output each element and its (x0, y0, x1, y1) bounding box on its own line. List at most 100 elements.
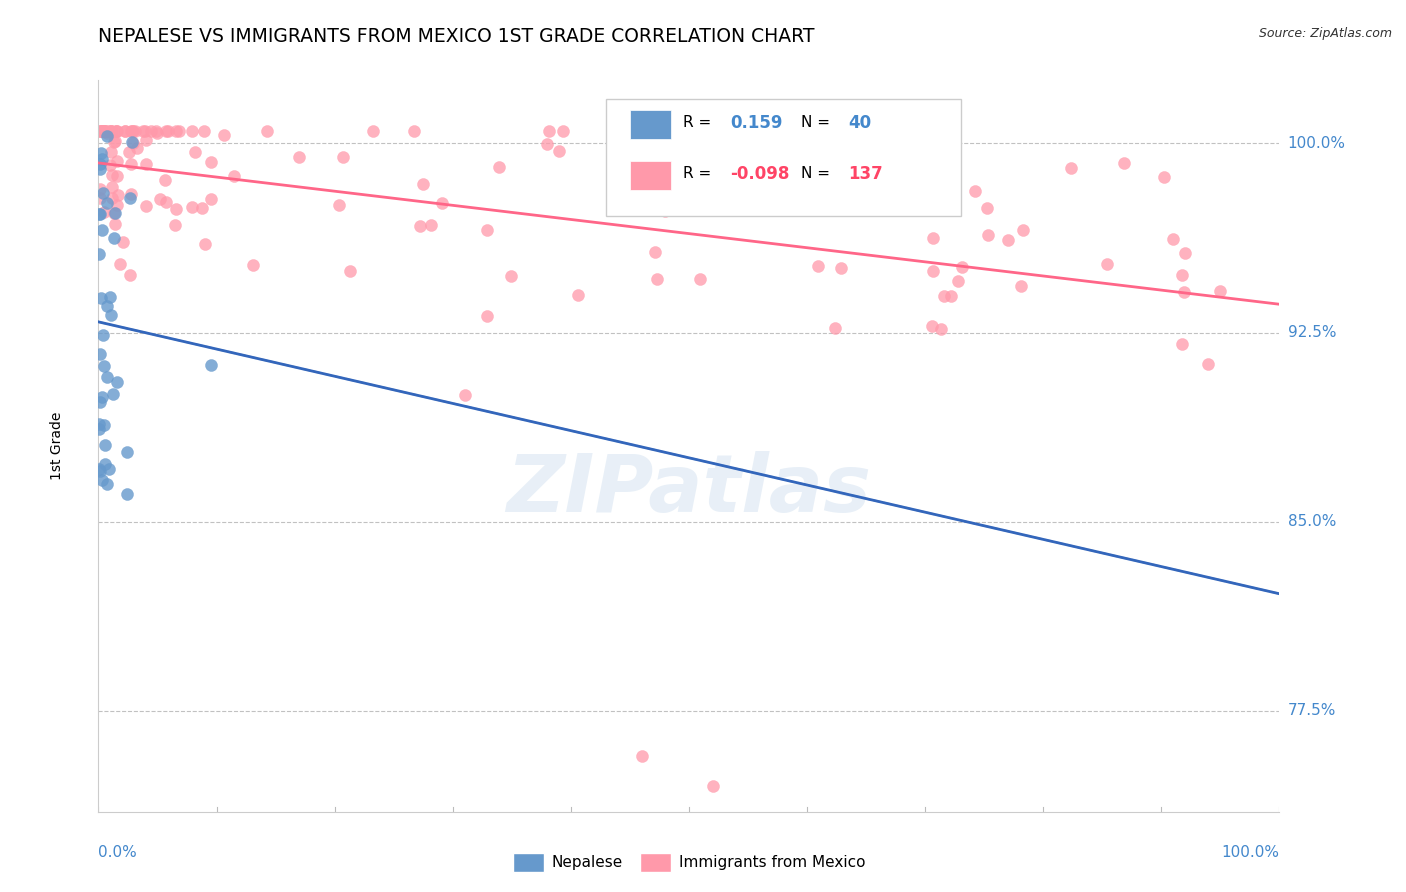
Text: N =: N = (801, 115, 835, 130)
Point (181, 200, 204, 214)
Point (114, 124, 136, 138)
Point (488, 160, 510, 174)
Point (702, 780, 724, 794)
Text: 0.159: 0.159 (730, 113, 783, 132)
Point (135, 133, 157, 147)
Text: 0.0%: 0.0% (98, 845, 138, 860)
Point (114, 124, 136, 138)
Point (404, 124, 426, 138)
Point (112, 235, 135, 249)
Point (997, 234, 1019, 248)
Point (212, 128, 235, 142)
Point (96, 299, 118, 313)
Point (124, 124, 146, 138)
Point (153, 173, 176, 187)
Point (157, 124, 180, 138)
Point (87, 417, 110, 431)
Point (193, 124, 215, 138)
Point (94, 438, 117, 452)
Point (93, 359, 115, 373)
Point (807, 259, 830, 273)
Text: ZIPatlas: ZIPatlas (506, 450, 872, 529)
Point (87, 462, 110, 476)
Point (97, 124, 120, 138)
Point (222, 169, 245, 183)
Point (654, 204, 676, 219)
Point (120, 124, 142, 138)
Text: R =: R = (683, 167, 716, 181)
Text: -0.098: -0.098 (730, 165, 790, 183)
Point (180, 124, 202, 138)
Point (165, 124, 187, 138)
Text: 40: 40 (848, 113, 872, 132)
Point (430, 196, 453, 211)
Point (630, 749, 652, 764)
Point (1161, 232, 1184, 246)
Point (1060, 161, 1083, 175)
Text: 100.0%: 100.0% (1222, 845, 1279, 860)
Point (89, 207, 111, 221)
Point (96, 127, 118, 141)
Point (499, 268, 522, 283)
Point (921, 230, 943, 244)
Point (105, 124, 128, 138)
Point (90, 153, 112, 167)
Point (89, 394, 111, 409)
Point (644, 245, 666, 260)
Point (103, 206, 125, 220)
Point (122, 136, 145, 150)
Text: N =: N = (801, 167, 835, 181)
Point (256, 124, 278, 138)
Point (93, 124, 115, 138)
Point (101, 168, 124, 182)
Point (1095, 257, 1118, 271)
Point (1171, 337, 1194, 351)
Point (146, 127, 169, 141)
Point (90, 390, 112, 404)
Point (848, 143, 870, 157)
Point (536, 136, 558, 151)
Point (89, 162, 111, 177)
Point (89, 124, 111, 138)
Point (882, 124, 904, 138)
Point (645, 272, 668, 286)
Point (1171, 268, 1194, 282)
Point (135, 198, 157, 212)
Point (134, 124, 156, 138)
Point (165, 219, 187, 233)
Point (897, 202, 920, 217)
Point (107, 124, 129, 138)
Point (91, 124, 114, 138)
Point (1173, 285, 1195, 299)
Point (977, 227, 1000, 242)
Text: R =: R = (683, 115, 716, 130)
Point (976, 202, 998, 216)
Point (93, 124, 115, 138)
Point (105, 169, 128, 184)
Point (89, 190, 111, 204)
Point (103, 217, 125, 231)
Point (120, 186, 142, 201)
Point (453, 387, 475, 401)
Point (107, 187, 129, 202)
Point (475, 223, 498, 237)
Text: NEPALESE VS IMMIGRANTS FROM MEXICO 1ST GRADE CORRELATION CHART: NEPALESE VS IMMIGRANTS FROM MEXICO 1ST G… (98, 27, 815, 45)
Point (419, 218, 441, 232)
Point (139, 124, 162, 138)
Point (87, 422, 110, 436)
Point (200, 155, 222, 169)
Point (115, 445, 138, 459)
Point (328, 198, 350, 212)
Point (100, 309, 122, 323)
Point (1174, 246, 1197, 260)
Point (98, 289, 121, 303)
Point (1208, 284, 1230, 298)
Point (194, 236, 217, 251)
Point (842, 179, 865, 194)
Text: Nepalese: Nepalese (551, 855, 623, 870)
Point (100, 124, 122, 138)
Point (93, 417, 115, 432)
Point (90, 223, 112, 237)
Point (120, 191, 142, 205)
Point (242, 258, 264, 272)
